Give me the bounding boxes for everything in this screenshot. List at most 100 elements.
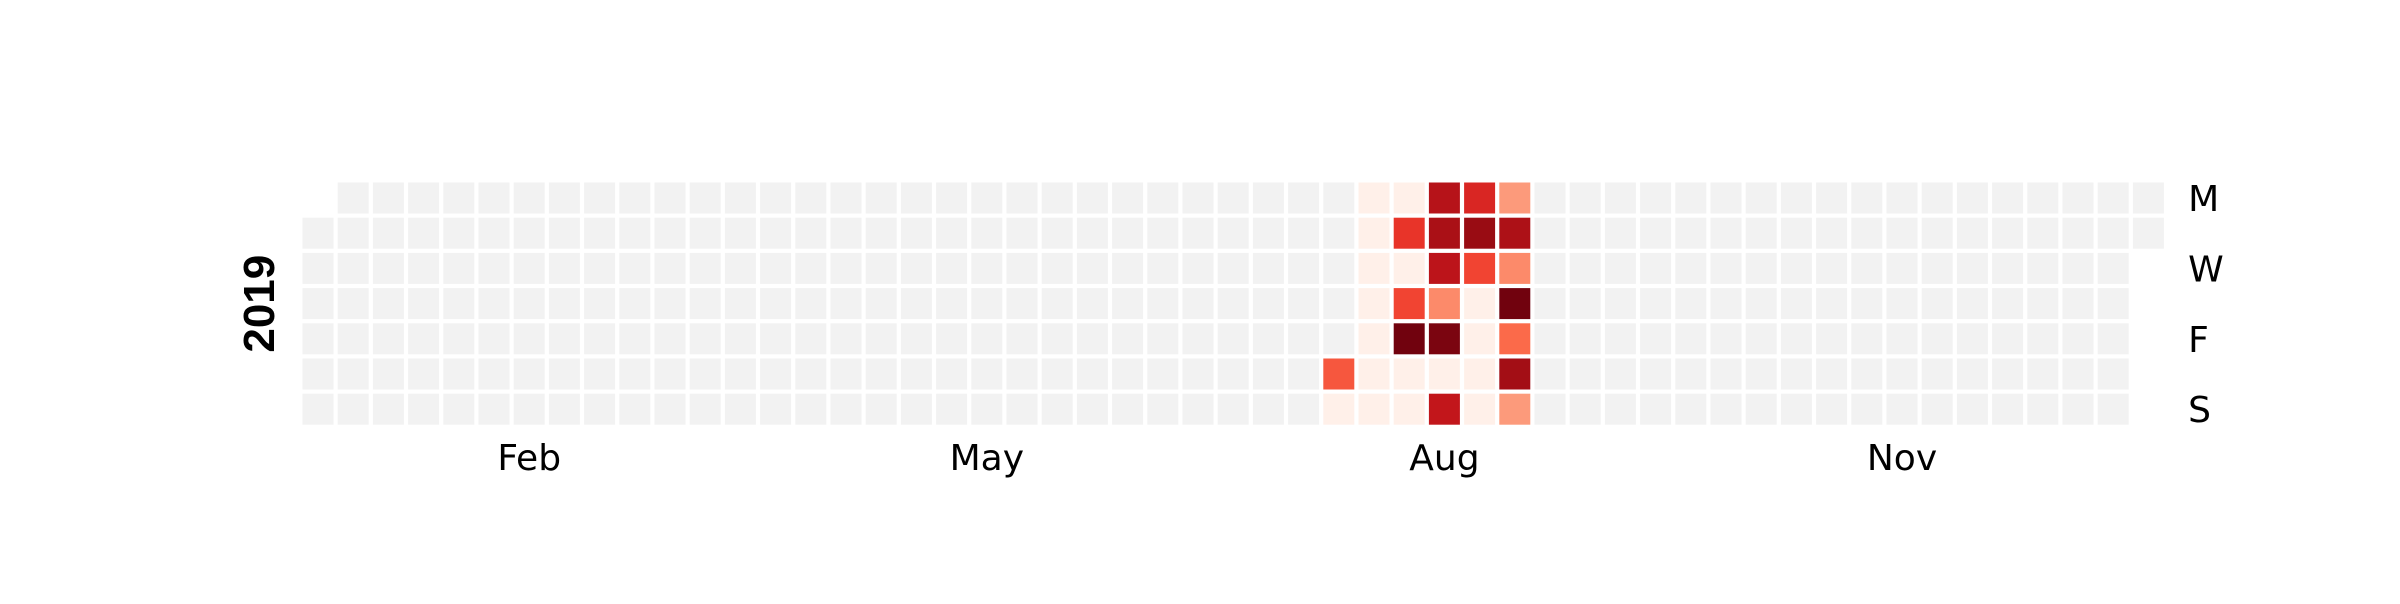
heatmap-cell: [1252, 217, 1284, 249]
heatmap-cell: [1041, 252, 1073, 284]
heatmap-cell: [1816, 323, 1848, 355]
heatmap-cell: [830, 252, 862, 284]
heatmap-cell: [1288, 393, 1320, 425]
weekday-tick-label: M: [2188, 179, 2219, 220]
heatmap-cell: [372, 358, 404, 390]
heatmap-cell: [1323, 288, 1355, 320]
heatmap-cell: [1428, 288, 1460, 320]
heatmap-cell: [513, 252, 545, 284]
heatmap-cell: [1886, 358, 1918, 390]
heatmap-cell: [1956, 288, 1988, 320]
heatmap-cell: [337, 393, 369, 425]
heatmap-cell: [830, 217, 862, 249]
heatmap-cell: [302, 217, 334, 249]
heatmap-cell: [1569, 323, 1601, 355]
heatmap-cell: [619, 252, 651, 284]
heatmap-cell: [900, 288, 932, 320]
heatmap-cell: [865, 182, 897, 214]
heatmap-cell: [372, 393, 404, 425]
heatmap-cell: [1358, 358, 1390, 390]
heatmap-cell: [1604, 217, 1636, 249]
heatmap-cell: [372, 182, 404, 214]
heatmap-cell: [548, 182, 580, 214]
heatmap-cell: [1675, 252, 1707, 284]
heatmap-cell: [443, 252, 475, 284]
heatmap-cell: [1112, 252, 1144, 284]
heatmap-cell: [584, 182, 616, 214]
heatmap-cell: [1006, 393, 1038, 425]
heatmap-cell: [1006, 182, 1038, 214]
heatmap-cell: [795, 217, 827, 249]
heatmap-cell: [408, 288, 440, 320]
heatmap-cell: [337, 182, 369, 214]
heatmap-cell: [689, 182, 721, 214]
heatmap-cell: [302, 358, 334, 390]
heatmap-cell: [1147, 393, 1179, 425]
heatmap-cell: [1147, 217, 1179, 249]
heatmap-cell: [584, 217, 616, 249]
heatmap-cell: [1182, 252, 1214, 284]
month-tick-label: May: [950, 438, 1024, 479]
heatmap-cell: [1288, 323, 1320, 355]
heatmap-cell: [1816, 252, 1848, 284]
heatmap-cell: [971, 323, 1003, 355]
heatmap-cell: [2097, 288, 2129, 320]
heatmap-cell: [1640, 288, 1672, 320]
heatmap-cell: [1147, 323, 1179, 355]
heatmap-cell: [2097, 252, 2129, 284]
heatmap-cell: [936, 323, 968, 355]
heatmap-cell: [513, 323, 545, 355]
heatmap-cell: [1640, 358, 1672, 390]
heatmap-cell: [2097, 182, 2129, 214]
heatmap-cell: [1288, 358, 1320, 390]
heatmap-cell: [1992, 182, 2024, 214]
heatmap-cell: [2132, 217, 2164, 249]
heatmap-cell: [1886, 288, 1918, 320]
heatmap-cell: [1323, 217, 1355, 249]
heatmap-cell: [1499, 358, 1531, 390]
heatmap-cell: [1710, 393, 1742, 425]
heatmap-cell: [1182, 358, 1214, 390]
heatmap-cell: [1780, 393, 1812, 425]
heatmap-cell: [1992, 252, 2024, 284]
heatmap-cell: [2062, 252, 2094, 284]
heatmap-cell: [971, 393, 1003, 425]
heatmap-cell: [443, 217, 475, 249]
heatmap-cell: [1710, 358, 1742, 390]
heatmap-cell: [1780, 288, 1812, 320]
heatmap-cell: [724, 288, 756, 320]
heatmap-cell: [337, 252, 369, 284]
heatmap-cell: [1604, 358, 1636, 390]
heatmap-cell: [1851, 393, 1883, 425]
heatmap-cell: [1112, 323, 1144, 355]
heatmap-cell: [1006, 217, 1038, 249]
heatmap-cell: [372, 323, 404, 355]
heatmap-cell: [1217, 252, 1249, 284]
heatmap-cell: [830, 323, 862, 355]
heatmap-cell: [1604, 252, 1636, 284]
heatmap-cell: [795, 288, 827, 320]
heatmap-cell: [1569, 358, 1601, 390]
heatmap-cell: [478, 252, 510, 284]
heatmap-cell: [1886, 323, 1918, 355]
heatmap-cell: [654, 288, 686, 320]
heatmap-cell: [1076, 358, 1108, 390]
heatmap-cell: [1288, 217, 1320, 249]
heatmap-cell: [408, 393, 440, 425]
heatmap-cell: [1041, 323, 1073, 355]
heatmap-cell: [1675, 182, 1707, 214]
heatmap-cell: [478, 358, 510, 390]
heatmap-cell: [1851, 323, 1883, 355]
heatmap-cell: [971, 182, 1003, 214]
heatmap-cell: [619, 393, 651, 425]
heatmap-cell: [1745, 182, 1777, 214]
heatmap-cell: [1956, 252, 1988, 284]
heatmap-cell: [1147, 182, 1179, 214]
heatmap-cell: [1569, 252, 1601, 284]
heatmap-cell: [936, 393, 968, 425]
heatmap-cell: [1956, 358, 1988, 390]
heatmap-cell: [2097, 217, 2129, 249]
heatmap-cell: [1816, 393, 1848, 425]
heatmap-cell: [1464, 217, 1496, 249]
heatmap-cell: [443, 182, 475, 214]
